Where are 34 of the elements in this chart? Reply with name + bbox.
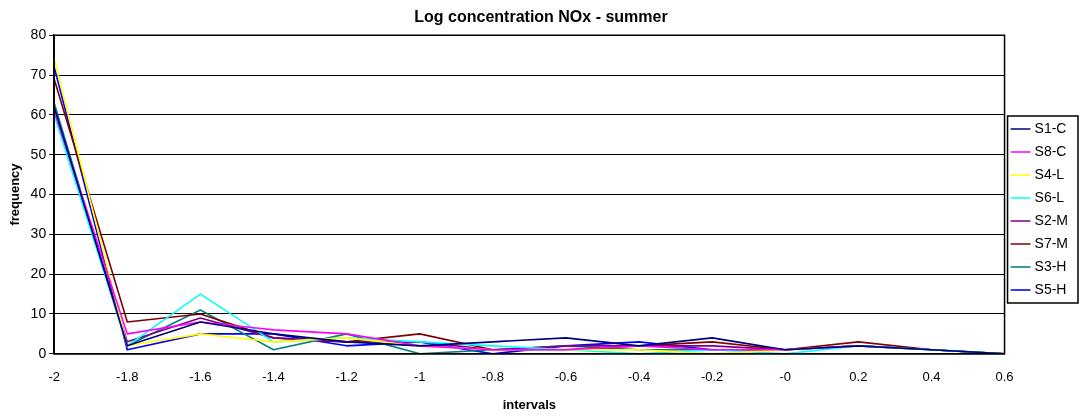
- y-tick-label: 0: [38, 344, 47, 361]
- legend-label: S5-H: [1034, 280, 1067, 297]
- y-tick-label: 40: [30, 185, 47, 202]
- chart-title: Log concentration NOx - summer: [414, 8, 668, 26]
- x-tick-label: 0.4: [922, 369, 941, 385]
- x-tick-label: -1.2: [335, 369, 358, 385]
- x-tick-label: -0.8: [481, 369, 505, 385]
- legend-label: S8-C: [1034, 142, 1067, 159]
- legend-label: S6-L: [1034, 188, 1065, 205]
- y-tick-label: 20: [30, 265, 47, 282]
- x-tick-label: -2: [48, 369, 60, 385]
- y-tick-label: 30: [30, 225, 47, 242]
- x-tick-label: -0.4: [627, 369, 651, 385]
- x-axis-title: intervals: [502, 396, 557, 412]
- x-tick-label: -1.8: [116, 369, 139, 385]
- x-tick-label: -1: [413, 369, 426, 385]
- x-tick-label: -1.4: [262, 369, 285, 385]
- y-tick-label: 50: [30, 145, 47, 162]
- legend-label: S1-C: [1034, 119, 1067, 136]
- x-tick-label: -0.6: [554, 369, 578, 385]
- y-tick-label: 10: [30, 304, 47, 321]
- x-tick-label: -0: [779, 369, 792, 385]
- legend-label: S7-M: [1034, 234, 1068, 251]
- y-tick-label: 80: [30, 26, 47, 43]
- y-axis-title: frequency: [7, 162, 23, 226]
- x-tick-label: 0.6: [995, 369, 1014, 385]
- y-tick-label: 60: [30, 105, 47, 122]
- legend-label: S3-H: [1034, 257, 1067, 274]
- x-tick-label: 0.2: [849, 369, 868, 385]
- y-tick-label: 70: [30, 65, 47, 82]
- legend-label: S4-L: [1034, 165, 1065, 182]
- x-tick-label: -1.6: [189, 369, 212, 385]
- x-tick-label: -0.2: [700, 369, 724, 385]
- legend-label: S2-M: [1034, 211, 1068, 228]
